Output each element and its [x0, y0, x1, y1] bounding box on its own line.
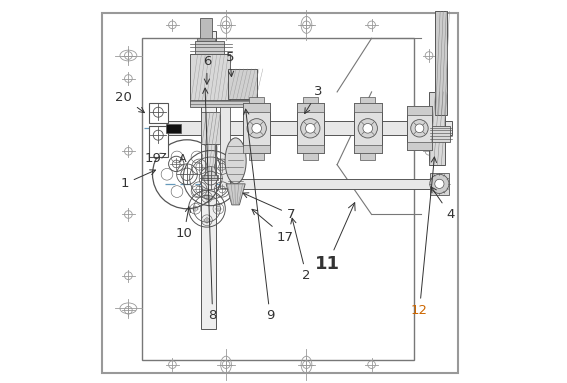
- Circle shape: [363, 123, 373, 133]
- Bar: [360, 153, 375, 160]
- Bar: [230, 179, 435, 189]
- Text: 3: 3: [304, 85, 322, 113]
- Bar: [201, 31, 217, 329]
- Circle shape: [358, 119, 378, 138]
- Text: A: A: [179, 154, 186, 164]
- Bar: [249, 153, 264, 160]
- Bar: [201, 112, 219, 144]
- Bar: [166, 124, 181, 133]
- Bar: [243, 103, 270, 112]
- Text: 19: 19: [145, 152, 166, 165]
- Bar: [190, 100, 257, 107]
- Bar: [205, 140, 215, 178]
- Text: 9: 9: [244, 109, 274, 322]
- Bar: [249, 97, 264, 103]
- Ellipse shape: [225, 138, 246, 184]
- Text: 11: 11: [315, 203, 355, 273]
- Polygon shape: [226, 184, 245, 205]
- Bar: [297, 103, 324, 112]
- Bar: [243, 103, 270, 153]
- Bar: [360, 97, 375, 103]
- Bar: [297, 145, 324, 153]
- Bar: [407, 106, 432, 150]
- Bar: [303, 153, 318, 160]
- Bar: [190, 54, 230, 101]
- Text: 6: 6: [203, 55, 211, 84]
- Bar: [354, 103, 382, 112]
- Bar: [167, 121, 452, 135]
- Bar: [196, 41, 224, 54]
- Bar: [200, 18, 212, 41]
- Bar: [432, 126, 451, 142]
- Text: 2: 2: [291, 218, 311, 282]
- Bar: [221, 100, 230, 188]
- Bar: [354, 145, 382, 153]
- Bar: [228, 69, 257, 99]
- Bar: [303, 97, 318, 103]
- Text: 4: 4: [431, 187, 454, 221]
- Bar: [149, 103, 168, 123]
- Bar: [435, 11, 447, 115]
- Bar: [429, 92, 445, 165]
- Bar: [201, 175, 218, 180]
- Circle shape: [411, 119, 428, 137]
- Text: 17: 17: [252, 210, 294, 244]
- Bar: [243, 145, 270, 153]
- Text: 8: 8: [202, 88, 217, 322]
- Bar: [297, 103, 324, 153]
- Text: 10: 10: [175, 207, 192, 240]
- Circle shape: [252, 123, 261, 133]
- Circle shape: [301, 119, 320, 138]
- Bar: [430, 173, 449, 195]
- Bar: [149, 126, 168, 157]
- Text: 7: 7: [243, 193, 295, 221]
- Circle shape: [435, 179, 444, 188]
- Bar: [142, 38, 414, 360]
- Bar: [407, 142, 432, 150]
- Text: 1: 1: [120, 170, 155, 190]
- Circle shape: [430, 174, 449, 193]
- Bar: [354, 103, 382, 153]
- Circle shape: [247, 119, 266, 138]
- Text: 20: 20: [115, 91, 145, 113]
- Text: 5: 5: [226, 51, 234, 77]
- Bar: [407, 106, 432, 115]
- Text: 12: 12: [411, 157, 437, 317]
- Bar: [197, 38, 214, 41]
- Circle shape: [306, 123, 315, 133]
- Bar: [201, 139, 218, 144]
- Circle shape: [415, 124, 424, 133]
